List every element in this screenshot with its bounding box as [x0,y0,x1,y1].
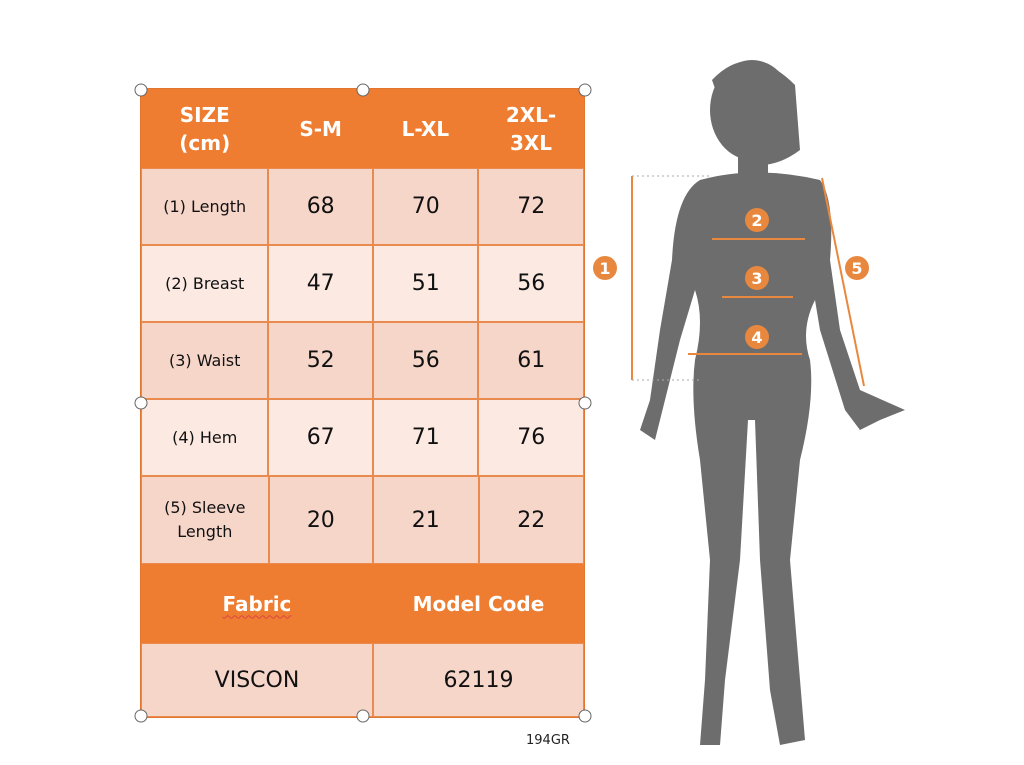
marker-3: 3 [751,269,762,288]
table-row: (2) Breast 47 51 56 [141,245,585,322]
cell: 21 [373,476,479,564]
cell: 20 [268,476,374,564]
resize-handle[interactable] [578,709,592,723]
resize-handle[interactable] [578,83,592,97]
table-row: (5) Sleeve Length 20 21 22 [141,476,584,564]
resize-handle[interactable] [578,396,592,410]
header-s-m: S-M [268,89,373,168]
cell: 68 [268,168,373,245]
cell: 47 [268,245,373,322]
header-fabric: Fabric [141,564,373,643]
cell: 71 [372,399,479,476]
resize-handle[interactable] [356,83,370,97]
cell: 61 [478,322,585,399]
cell: 56 [372,322,479,399]
header-size: SIZE (cm) [141,89,269,168]
marker-1: 1 [599,259,610,278]
header-model-code: Model Code [372,564,584,643]
table-row: (1) Length 68 70 72 [141,168,585,245]
silhouette-shape [640,60,905,745]
cell: 56 [478,245,585,322]
body-silhouette: 1 2 3 4 5 [593,60,905,745]
marker-badges [593,208,869,349]
table-header: SIZE (cm) S-M L-XL 2XL- 3XL [141,89,584,168]
cell: 51 [372,245,479,322]
marker-2: 2 [751,211,762,230]
footer-header: Fabric Model Code [141,564,584,643]
cell: 70 [372,168,479,245]
row-label: (3) Waist [141,322,269,399]
fabric-label: Fabric [222,591,292,616]
cell: 72 [478,168,585,245]
header-l-xl: L-XL [372,89,478,168]
footer-row: VISCON 62119 [141,643,584,717]
size-table[interactable]: SIZE (cm) S-M L-XL 2XL- 3XL (1) Length 6… [140,88,585,718]
table-row: (3) Waist 52 56 61 [141,322,585,399]
measure-lines [631,175,865,387]
marker-4: 4 [751,328,762,347]
product-code: 194GR [526,733,570,748]
model-code-value: 62119 [372,643,584,717]
table-row: (4) Hem 67 71 76 [141,399,585,476]
row-label: (2) Breast [141,245,269,322]
resize-handle[interactable] [134,83,148,97]
cell: 76 [478,399,585,476]
resize-handle[interactable] [134,709,148,723]
resize-handle[interactable] [134,396,148,410]
resize-handle[interactable] [356,709,370,723]
cell[interactable]: 22 [478,476,584,564]
fabric-value: VISCON [141,643,373,717]
marker-5: 5 [851,259,862,278]
cell: 52 [268,322,373,399]
cell: 67 [268,399,373,476]
row-label: (5) Sleeve Length [141,476,269,564]
row-label: (4) Hem [141,399,269,476]
header-2xl-3xl: 2XL- 3XL [478,89,584,168]
row-label: (1) Length [141,168,269,245]
